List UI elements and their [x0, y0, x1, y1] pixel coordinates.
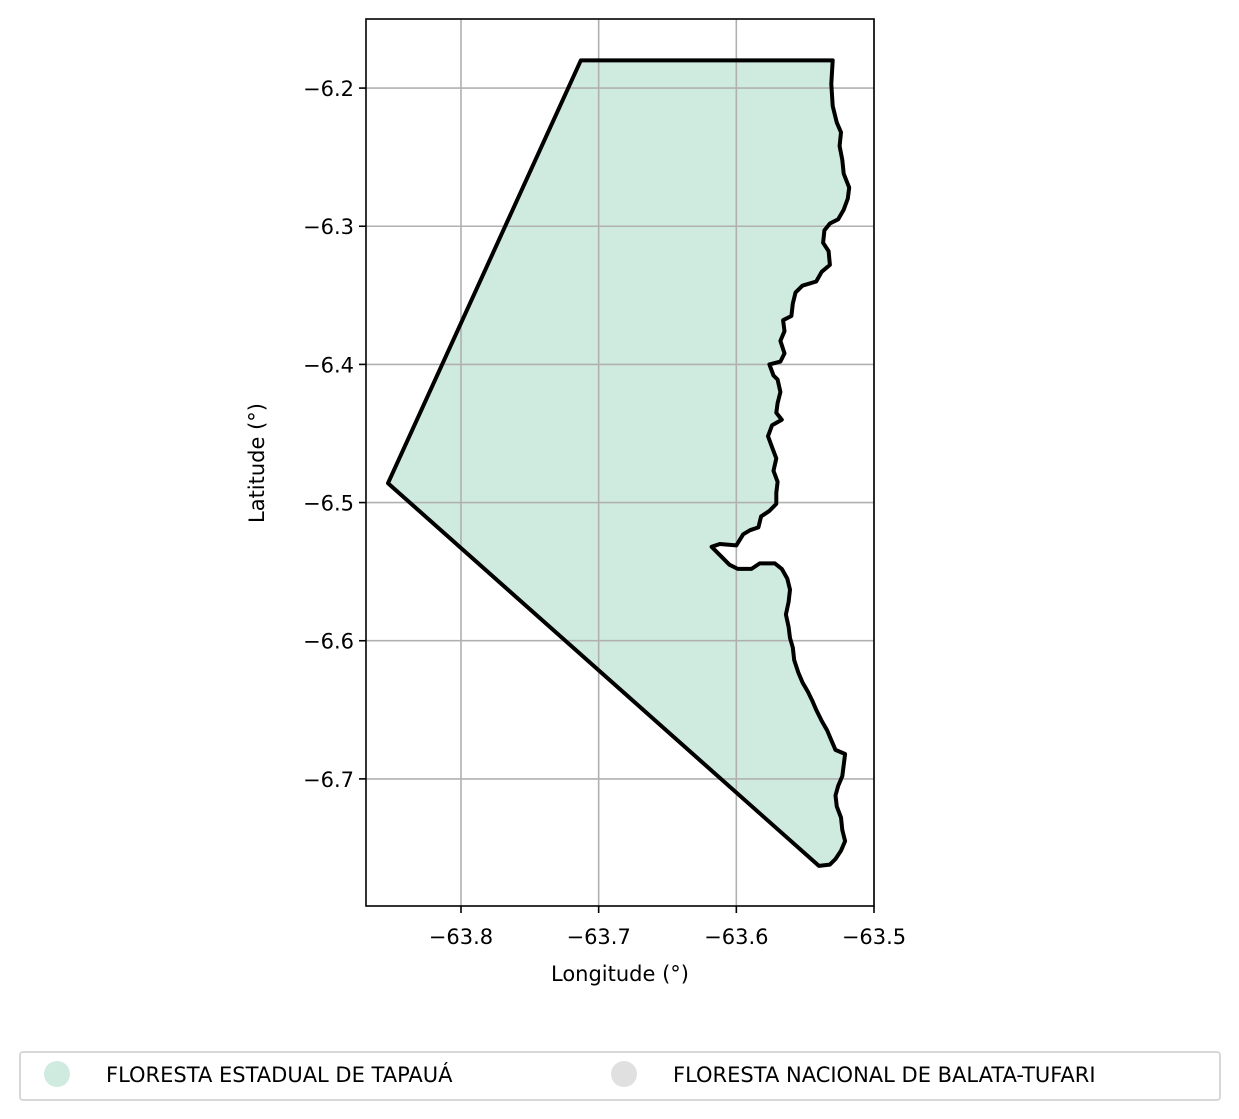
y-tick-label: −6.2: [303, 77, 354, 101]
y-tick-label: −6.6: [303, 630, 354, 654]
y-tick-label: −6.5: [303, 492, 354, 516]
forest-area-fill-layer: [388, 60, 850, 866]
forest-boundary-outline: [386, 58, 852, 868]
x-tick-label: −63.7: [566, 925, 630, 949]
legend-marker-tapaua: [44, 1061, 70, 1087]
axes-frame: [365, 18, 875, 907]
legend-label-tapaua: FLORESTA ESTADUAL DE TAPAUÁ: [106, 1062, 453, 1087]
forest-boundary-layer: [386, 58, 852, 868]
y-tick-label: −6.3: [303, 215, 354, 239]
x-tick-label: −63.6: [704, 925, 768, 949]
y-axis-label: Latitude (°): [245, 403, 269, 523]
x-tick-label: −63.5: [842, 925, 906, 949]
x-axis-label: Longitude (°): [551, 962, 689, 986]
y-tick-label: −6.4: [303, 353, 354, 377]
y-tick-label: −6.7: [303, 768, 354, 792]
x-tick-label: −63.8: [429, 925, 493, 949]
grid-lines: [366, 19, 875, 906]
legend-label-balata-tufari: FLORESTA NACIONAL DE BALATA-TUFARI: [673, 1063, 1096, 1087]
forest-area-polygon: [388, 60, 850, 866]
x-axis-ticks: −63.8 −63.7 −63.6 −63.5: [429, 906, 906, 949]
y-axis-ticks: −6.2 −6.3 −6.4 −6.5 −6.6 −6.7: [303, 77, 366, 792]
legend-marker-balata-tufari: [611, 1061, 637, 1087]
